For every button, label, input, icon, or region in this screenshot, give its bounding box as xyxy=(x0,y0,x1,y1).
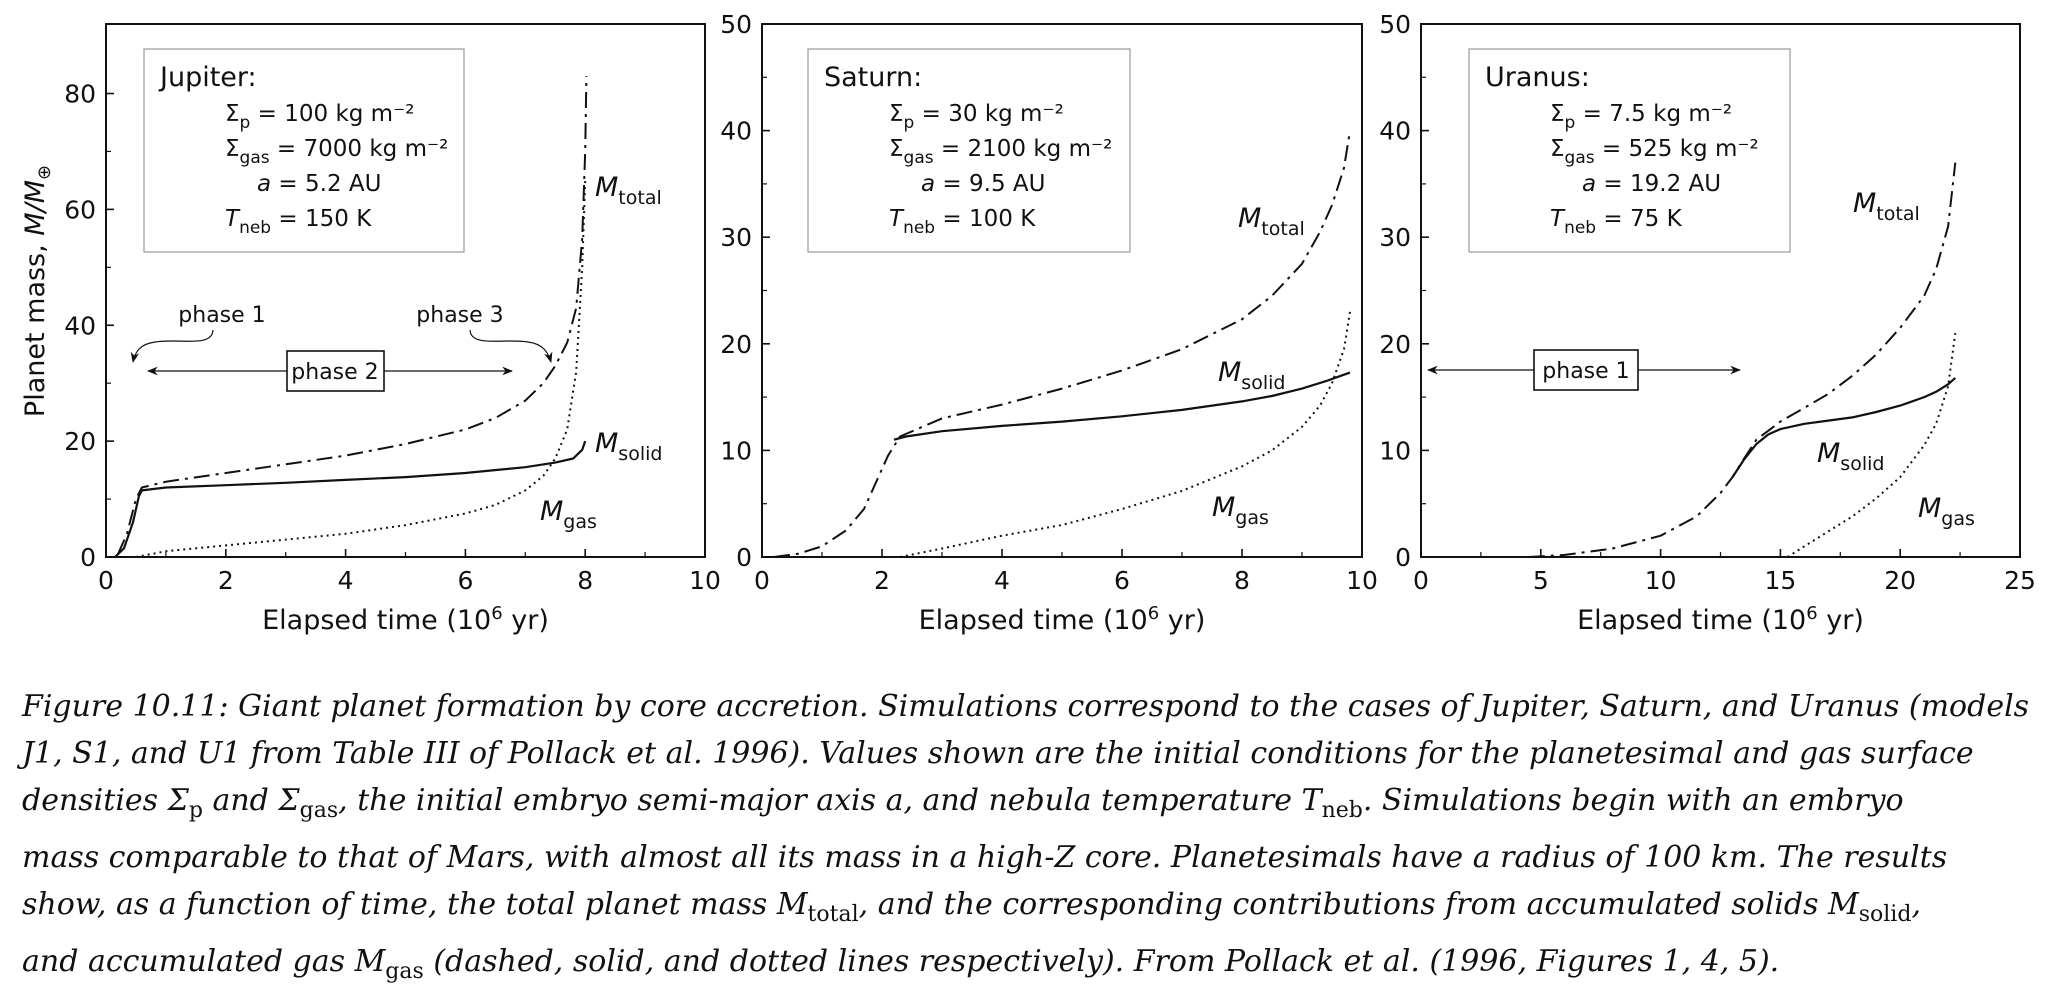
panel-saturn: 0 2 4 6 8 10 0 10 20 30 40 50 Elapsed time (106 yr) S… xyxy=(720,10,1378,636)
x-tick-label: 8 xyxy=(577,566,593,595)
x-axis-title: Elapsed time (106 yr) xyxy=(919,603,1206,636)
y-tick-label: 60 xyxy=(64,195,96,224)
planet-name: Jupiter: xyxy=(158,62,257,93)
phase-2-label: phase 2 xyxy=(291,360,378,385)
series-label-gas: Mgas xyxy=(540,496,597,533)
x-axis-title: Elapsed time (106 yr) xyxy=(1577,603,1864,636)
caption-line: mass comparable to that of Mars, with al… xyxy=(22,840,1948,875)
y-tick-label: 20 xyxy=(64,427,96,456)
panel-jupiter: 0 2 4 6 8 10 0 20 40 60 80 Elapsed time (106 yr) Jup… xyxy=(64,23,721,636)
phase-1-box xyxy=(1533,349,1639,391)
caption-line: densities Σp and Σgas, the initial embry… xyxy=(22,783,1904,823)
figure-caption: Figure 10.11: Giant planet formation by … xyxy=(22,683,2030,995)
series-m-solid xyxy=(893,371,1351,441)
x-tick-label: 6 xyxy=(457,566,473,595)
series-m-total xyxy=(1528,162,1957,558)
caption-line: J1, S1, and U1 from Table III of Pollack… xyxy=(22,736,1974,771)
phase-annotations: phase 2 phase 1 phase 3 xyxy=(130,303,553,392)
phase-2-box xyxy=(286,350,385,392)
x-tick-label: 6 xyxy=(1114,566,1130,595)
y-tick-label: 10 xyxy=(1379,436,1411,465)
phase-3-arrow xyxy=(469,329,553,364)
series-m-total xyxy=(773,130,1351,558)
phase-1-label: phase 1 xyxy=(1542,359,1629,384)
x-tick-label: 10 xyxy=(1346,566,1378,595)
phase-3-label: phase 3 xyxy=(416,303,503,328)
phase-1-label: phase 1 xyxy=(178,303,265,328)
y-tick-label: 0 xyxy=(1395,543,1411,572)
series-label-solid: Msolid xyxy=(1817,438,1884,475)
y-tick-label: 80 xyxy=(64,80,96,109)
parameter-line: Σp = 7.5 kg m⁻² xyxy=(1550,101,1732,133)
series-label-gas: Mgas xyxy=(1918,493,1975,530)
x-tick-label: 20 xyxy=(1884,566,1916,595)
parameter-line: Σgas = 2100 kg m⁻² xyxy=(889,136,1112,168)
caption-line: Figure 10.11: Giant planet formation by … xyxy=(22,689,2030,724)
y-tick-label: 40 xyxy=(720,117,752,146)
parameter-line: a = 5.2 AU xyxy=(257,171,381,197)
series-m-solid xyxy=(114,440,587,558)
caption-line: show, as a function of time, the total p… xyxy=(22,887,1921,927)
x-tick-label: 0 xyxy=(754,566,770,595)
x-tick-label: 10 xyxy=(689,566,721,595)
parameter-line: a = 19.2 AU xyxy=(1582,171,1721,197)
x-axis-title: Elapsed time (106 yr) xyxy=(262,603,549,636)
planet-name: Saturn: xyxy=(824,62,922,93)
x-tick-label: 15 xyxy=(1764,566,1796,595)
series-label-total: Mtotal xyxy=(595,172,662,209)
parameter-line: Tneb = 150 K xyxy=(225,206,372,238)
parameter-line: Tneb = 75 K xyxy=(1550,206,1683,238)
parameter-line: Σgas = 525 kg m⁻² xyxy=(1550,136,1759,168)
series-m-solid xyxy=(1731,377,1957,478)
x-tick-label: 4 xyxy=(994,566,1010,595)
series-m-gas xyxy=(899,311,1351,558)
series-label-total: Mtotal xyxy=(1853,188,1920,225)
figure-panels: Planet mass, M/M⊕ 0 2 4 6 8 10020406080Elapse… xyxy=(20,10,2036,636)
x-tick-label: 8 xyxy=(1234,566,1250,595)
x-tick-label: 0 xyxy=(1413,566,1429,595)
y-axis-title-text: Planet mass, M/M⊕ xyxy=(20,165,55,417)
series-m-total xyxy=(117,76,588,555)
y-axis-title: Planet mass, M/M⊕ xyxy=(20,165,55,417)
series-m-gas xyxy=(135,180,587,558)
phase-annotations: phase 1 xyxy=(1426,349,1742,391)
series-label-solid: Msolid xyxy=(1218,357,1285,394)
x-tick-label: 25 xyxy=(2004,566,2036,595)
y-tick-label: 10 xyxy=(720,436,752,465)
series-m-gas xyxy=(1787,332,1957,558)
caption-line: and accumulated gas Mgas (dashed, solid,… xyxy=(22,944,1780,984)
parameter-line: Σgas = 7000 kg m⁻² xyxy=(225,136,448,168)
x-tick-label: 0 xyxy=(98,566,114,595)
y-tick-label: 30 xyxy=(720,223,752,252)
series-label-solid: Msolid xyxy=(595,428,662,465)
y-tick-label: 50 xyxy=(720,10,752,39)
parameter-line: Tneb = 100 K xyxy=(889,206,1036,238)
series-label-total: Mtotal xyxy=(1238,203,1305,240)
y-tick-label: 0 xyxy=(736,543,752,572)
x-tick-label: 10 xyxy=(1645,566,1677,595)
parameter-line: Σp = 30 kg m⁻² xyxy=(889,101,1064,133)
y-tick-label: 30 xyxy=(1379,223,1411,252)
x-tick-label: 2 xyxy=(874,566,890,595)
y-tick-label: 40 xyxy=(1379,117,1411,146)
panel-uranus: 0 5 10 15 20 25 0 10 20 30 40 50 Elapsed time (106 y… xyxy=(1379,10,2036,636)
phase-1-arrow xyxy=(130,329,214,364)
y-tick-label: 0 xyxy=(80,543,96,572)
y-tick-label: 20 xyxy=(1379,330,1411,359)
series-label-gas: Mgas xyxy=(1212,492,1269,529)
x-tick-label: 2 xyxy=(218,566,234,595)
y-tick-label: 20 xyxy=(720,330,752,359)
x-tick-label: 5 xyxy=(1533,566,1549,595)
planet-name: Uranus: xyxy=(1485,62,1590,93)
x-tick-label: 4 xyxy=(338,566,354,595)
parameter-line: Σp = 100 kg m⁻² xyxy=(225,101,414,133)
y-tick-label: 40 xyxy=(64,311,96,340)
parameter-line: a = 9.5 AU xyxy=(921,171,1045,197)
y-tick-label: 50 xyxy=(1379,10,1411,39)
